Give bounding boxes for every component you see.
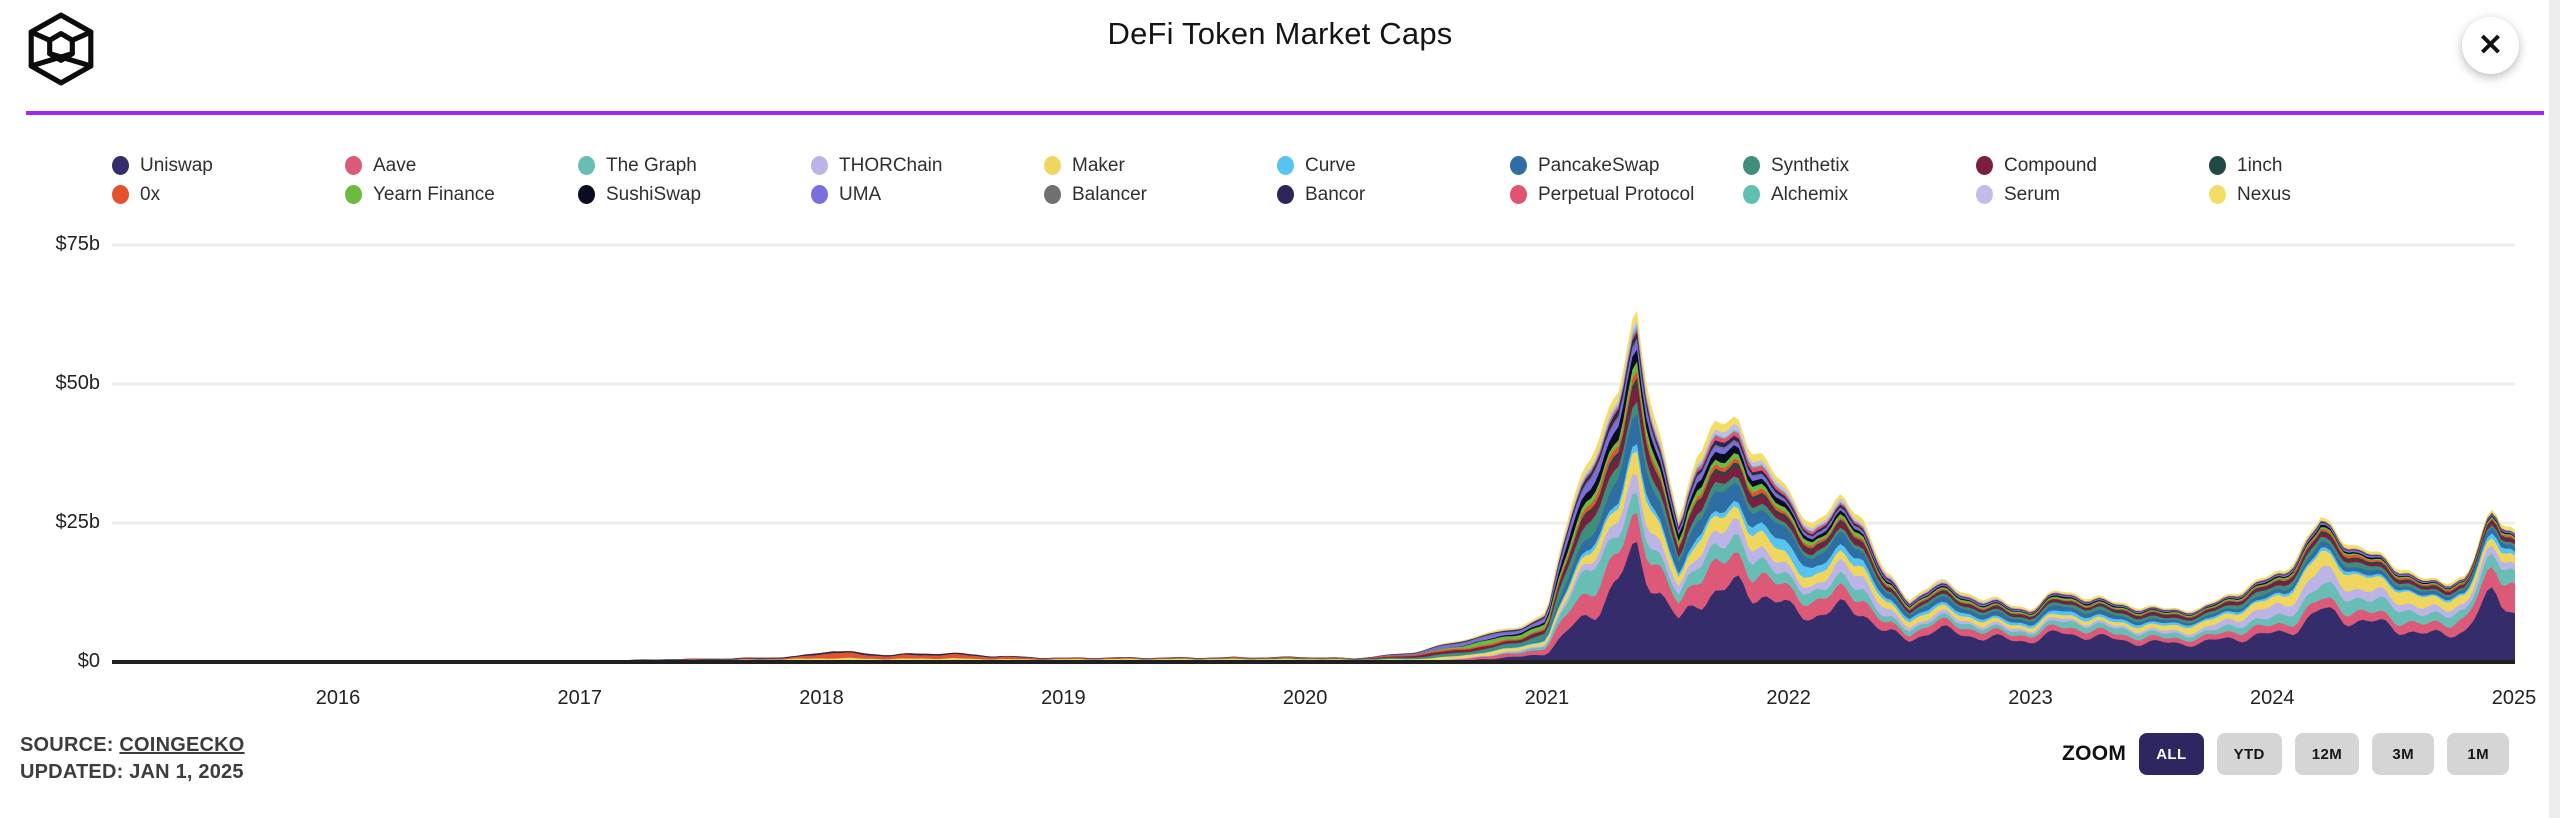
pancakeswap-swatch-icon: [1510, 156, 1527, 175]
legend-label: THORChain: [839, 154, 943, 176]
chart-title: DeFi Token Market Caps: [1107, 16, 1453, 51]
zoom-controls: ZOOM ALL YTD 12M 3M 1M: [2062, 733, 2510, 775]
zoom-button-ytd[interactable]: YTD: [2216, 733, 2282, 775]
zoom-button-all[interactable]: ALL: [2139, 733, 2204, 775]
legend-label: Curve: [1305, 154, 1356, 176]
legend-label: Balancer: [1072, 183, 1147, 205]
legend-label: 1inch: [2237, 154, 2283, 176]
legend: Uniswap 0x Aave Yearn Finance The Graph Sushi…: [112, 151, 2442, 209]
header-divider: [26, 111, 2544, 115]
legend-label: Synthetix: [1771, 154, 1850, 176]
source-line: SOURCE: COINGECKO: [20, 732, 245, 759]
the-block-cube-logo[interactable]: [27, 12, 95, 86]
legend-item-uniswap[interactable]: Uniswap: [112, 151, 345, 180]
legend-item-uma[interactable]: UMA: [811, 180, 1044, 209]
legend-item-bancor[interactable]: Bancor: [1277, 180, 1510, 209]
zoom-button-1m[interactable]: 1M: [2447, 733, 2510, 775]
legend-item-balancer[interactable]: Balancer: [1044, 180, 1277, 209]
compound-swatch-icon: [1976, 156, 1993, 175]
x-tick-label: 2021: [1524, 687, 1570, 709]
alchemix-swatch-icon: [1743, 185, 1760, 204]
legend-label: SushiSwap: [606, 183, 702, 205]
legend-item-yearn-finance[interactable]: Yearn Finance: [345, 180, 578, 209]
perpetual-protocol-swatch-icon: [1510, 185, 1527, 204]
uma-swatch-icon: [811, 185, 828, 204]
legend-label: Perpetual Protocol: [1538, 183, 1695, 205]
yearn-finance-swatch-icon: [345, 185, 362, 204]
uniswap-swatch-icon: [112, 156, 129, 175]
legend-item-1inch[interactable]: 1inch: [2209, 151, 2442, 180]
legend-item-the-graph[interactable]: The Graph: [578, 151, 811, 180]
legend-label: Yearn Finance: [373, 183, 495, 205]
x-tick-label: 2022: [1766, 687, 1811, 709]
0x-swatch-icon: [112, 185, 129, 204]
source-label: SOURCE:: [20, 734, 114, 756]
legend-item-serum[interactable]: Serum: [1976, 180, 2209, 209]
legend-label: Serum: [2004, 183, 2060, 205]
y-tick-label: $25b: [55, 511, 101, 533]
legend-label: Aave: [373, 154, 417, 176]
y-tick-label: $0: [77, 650, 100, 672]
legend-item-0x[interactable]: 0x: [112, 180, 345, 209]
y-tick-label: $75b: [55, 233, 101, 255]
legend-item-curve[interactable]: Curve: [1277, 151, 1510, 180]
area-uniswap[interactable]: [112, 542, 2515, 662]
synthetix-swatch-icon: [1743, 156, 1760, 175]
legend-item-perpetual-protocol[interactable]: Perpetual Protocol: [1510, 180, 1743, 209]
legend-label: PancakeSwap: [1538, 154, 1660, 176]
sushiswap-swatch-icon: [578, 185, 595, 204]
legend-label: Compound: [2004, 154, 2097, 176]
chart-attribution: SOURCE: COINGECKO UPDATED: JAN 1, 2025: [20, 732, 245, 786]
legend-label: Nexus: [2237, 183, 2291, 205]
legend-item-compound[interactable]: Compound: [1976, 151, 2209, 180]
the-graph-swatch-icon: [578, 156, 595, 175]
x-tick-label: 2024: [2249, 687, 2295, 709]
legend-label: The Graph: [606, 154, 697, 176]
bancor-swatch-icon: [1277, 185, 1294, 204]
source-link[interactable]: COINGECKO: [119, 734, 245, 756]
zoom-button-12m[interactable]: 12M: [2294, 733, 2360, 775]
legend-label: Bancor: [1305, 183, 1366, 205]
maker-swatch-icon: [1044, 156, 1061, 175]
page-scrollbar[interactable]: [2549, 0, 2560, 818]
serum-swatch-icon: [1976, 185, 1993, 204]
zoom-buttons: ALL YTD 12M 3M 1M: [2139, 733, 2510, 775]
legend-label: Uniswap: [140, 154, 213, 176]
legend-item-synthetix[interactable]: Synthetix: [1743, 151, 1976, 180]
legend-label: UMA: [839, 183, 882, 205]
area-aave[interactable]: [112, 513, 2515, 662]
legend-item-maker[interactable]: Maker: [1044, 151, 1277, 180]
zoom-button-3m[interactable]: 3M: [2372, 733, 2435, 775]
close-button[interactable]: ✕: [2462, 17, 2519, 74]
aave-swatch-icon: [345, 156, 362, 175]
1inch-swatch-icon: [2209, 156, 2226, 175]
legend-item-pancakeswap[interactable]: PancakeSwap: [1510, 151, 1743, 180]
legend-item-thorchain[interactable]: THORChain: [811, 151, 1044, 180]
balancer-swatch-icon: [1044, 185, 1061, 204]
x-tick-label: 2023: [2008, 687, 2053, 709]
x-tick-label: 2017: [557, 687, 603, 709]
thorchain-swatch-icon: [811, 156, 828, 175]
x-tick-label: 2025: [2491, 687, 2537, 709]
close-icon: ✕: [2477, 28, 2504, 62]
legend-item-aave[interactable]: Aave: [345, 151, 578, 180]
zoom-label: ZOOM: [2062, 742, 2127, 765]
updated-line: UPDATED: JAN 1, 2025: [20, 761, 244, 783]
legend-item-nexus[interactable]: Nexus: [2209, 180, 2442, 209]
legend-label: Alchemix: [1771, 183, 1849, 205]
legend-label: Maker: [1072, 154, 1125, 176]
x-tick-label: 2018: [799, 687, 844, 709]
nexus-swatch-icon: [2209, 185, 2226, 204]
curve-swatch-icon: [1277, 156, 1294, 175]
x-tick-label: 2016: [315, 687, 361, 709]
x-axis-line: [112, 660, 2515, 664]
legend-item-alchemix[interactable]: Alchemix: [1743, 180, 1976, 209]
x-tick-label: 2019: [1041, 687, 1086, 709]
legend-item-sushiswap[interactable]: SushiSwap: [578, 180, 811, 209]
y-tick-label: $50b: [55, 372, 101, 394]
legend-label: 0x: [140, 183, 161, 205]
x-tick-label: 2020: [1282, 687, 1328, 709]
